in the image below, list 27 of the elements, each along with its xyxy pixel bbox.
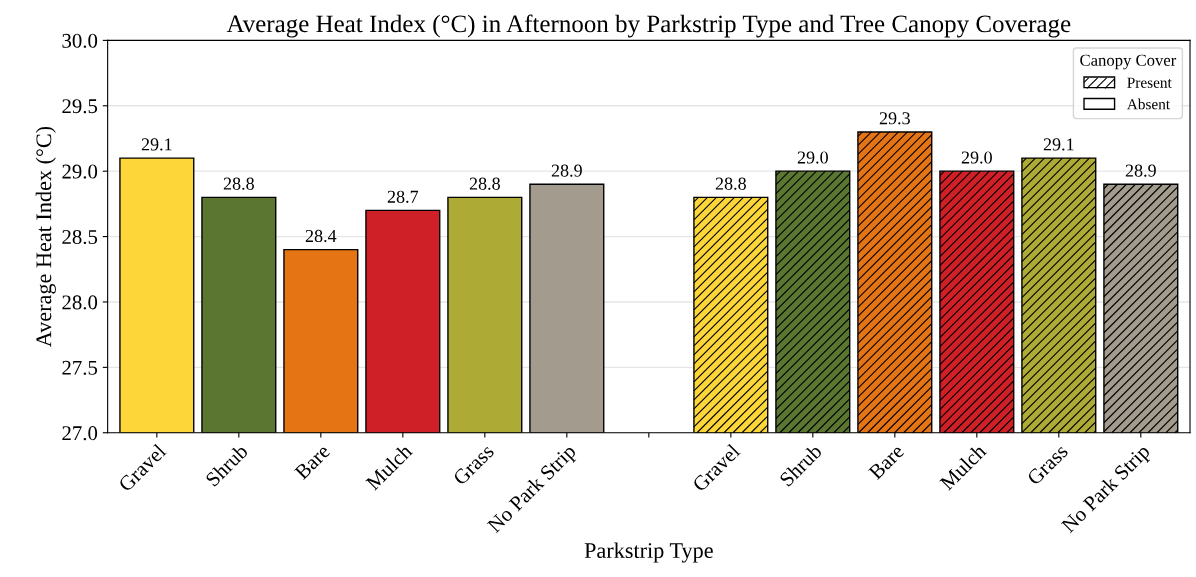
data-label: 29.0	[797, 151, 828, 164]
y-tick-label: 30.0	[62, 33, 98, 48]
y-axis-title: Average Heat Index (°C)	[35, 126, 56, 348]
data-label: 28.8	[715, 177, 746, 190]
data-label: 28.8	[223, 177, 254, 190]
data-label: 29.1	[1043, 138, 1074, 151]
legend-label: Present	[1127, 77, 1172, 88]
legend-label: Absent	[1126, 98, 1170, 110]
data-label: 28.9	[551, 164, 582, 177]
y-tick-label: 27.5	[62, 360, 98, 375]
data-label: 28.7	[387, 190, 419, 203]
y-tick-label: 29.5	[62, 99, 98, 114]
chart-title: Average Heat Index (°C) in Afternoon by Parkstrip Type and Tree Canopy Coverage	[226, 14, 1071, 38]
y-tick-label: 27.0	[62, 426, 98, 441]
data-label: 29.3	[879, 112, 910, 125]
y-tick-label: 28.5	[62, 229, 98, 245]
data-label: 29.1	[141, 138, 172, 151]
x-tick-label: Bare	[294, 443, 331, 481]
data-label: 29.0	[961, 151, 992, 164]
x-tick-label: Bare	[868, 443, 905, 481]
data-label: 28.9	[1125, 164, 1156, 177]
data-label: 28.8	[469, 177, 500, 190]
legend-title: Canopy Cover	[1080, 54, 1177, 70]
y-tick-label: 28.0	[62, 295, 98, 310]
y-tick-label: 29.0	[62, 164, 98, 179]
data-label: 28.4	[305, 229, 337, 243]
x-axis-title: Parkstrip Type	[584, 542, 713, 563]
